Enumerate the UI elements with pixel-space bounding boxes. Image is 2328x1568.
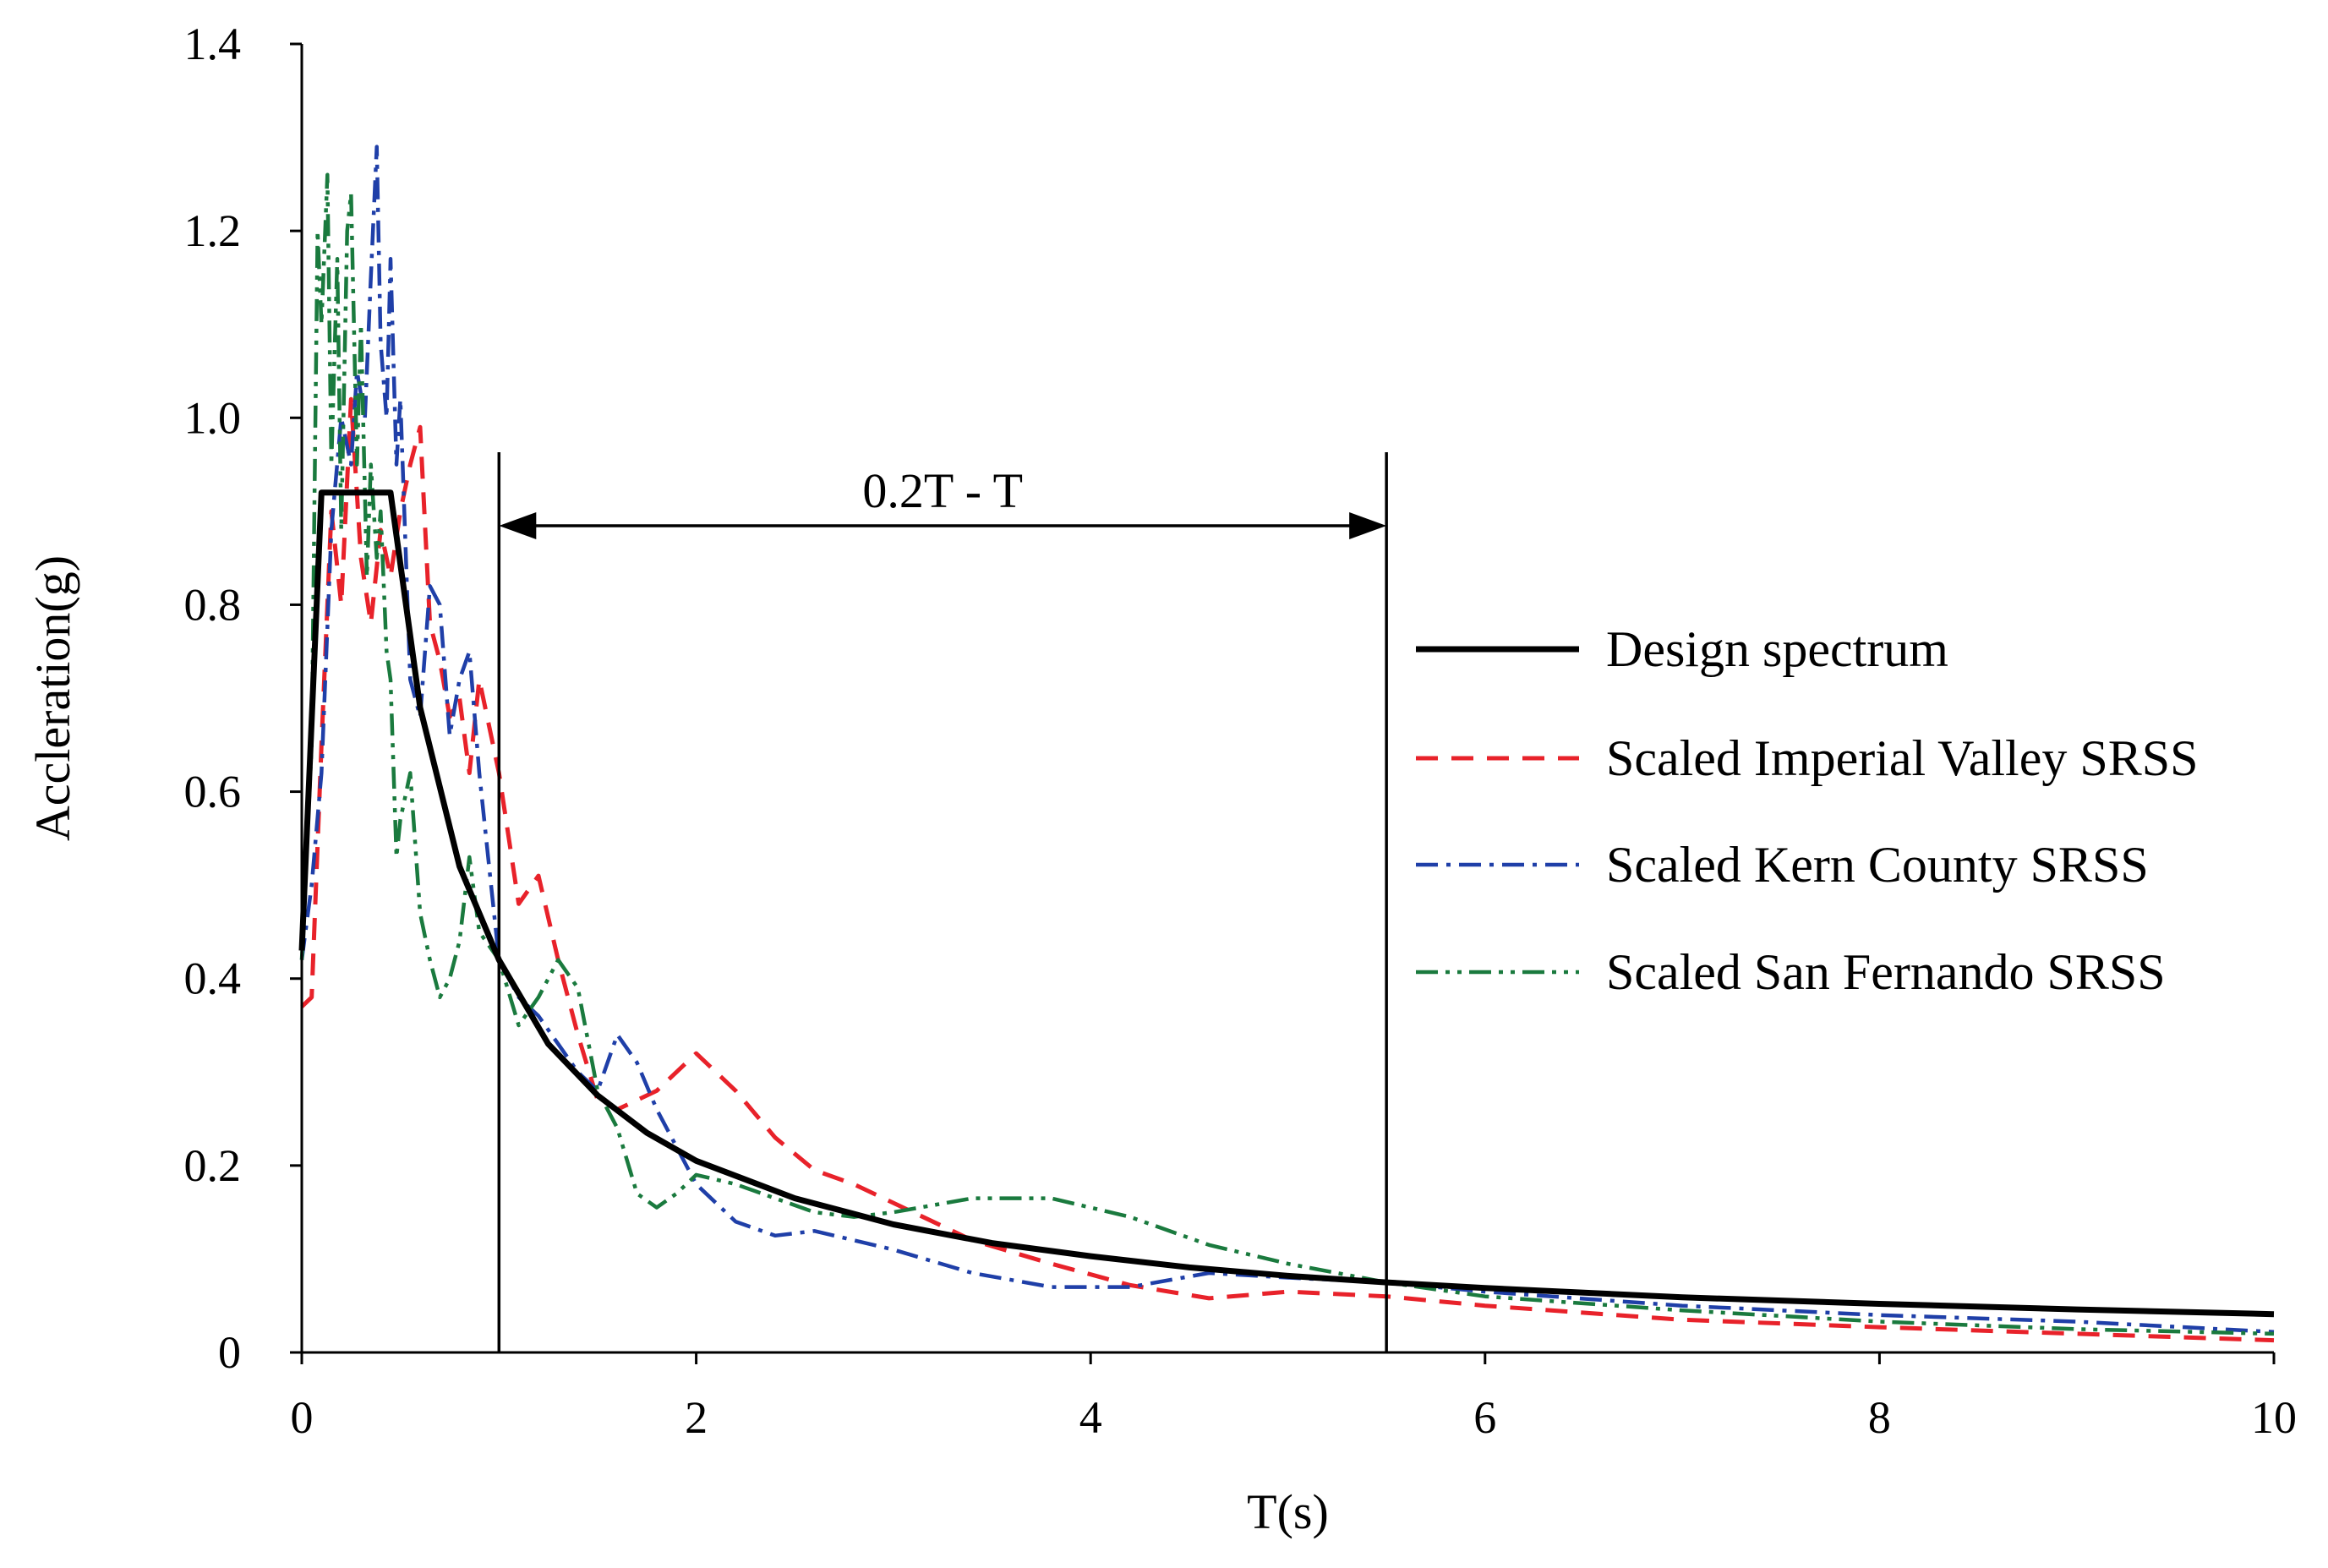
range-label: 0.2T - T — [862, 463, 1023, 518]
y-tick-label: 1.2 — [184, 205, 242, 256]
x-tick-label: 4 — [1079, 1392, 1102, 1443]
legend: Design spectrum Scaled Imperial Valley SR… — [1416, 621, 2199, 1000]
arrow-left-head — [499, 512, 537, 539]
y-tick-label: 1.4 — [184, 19, 242, 69]
x-tick-label: 6 — [1473, 1392, 1496, 1443]
plot-area — [298, 145, 2275, 1343]
axes: 0 2 4 6 8 10 0 0.2 0.4 0.6 0.8 1.0 1.2 1.4 T(s) Acclera… — [25, 19, 2297, 1539]
legend-label: Scaled San Fernando SRSS — [1606, 944, 2166, 1000]
legend-label: Design spectrum — [1606, 621, 1948, 677]
y-tick-label: 0.6 — [184, 767, 242, 817]
legend-label: Scaled Imperial Valley SRSS — [1606, 730, 2199, 786]
x-tick-label: 0 — [291, 1392, 314, 1443]
x-tick-label: 2 — [685, 1392, 708, 1443]
y-tick-label: 1.0 — [184, 392, 242, 443]
x-tick-label: 8 — [1868, 1392, 1891, 1443]
y-tick-label: 0.8 — [184, 579, 242, 630]
x-axis-title: T(s) — [1247, 1484, 1329, 1539]
annotation: 0.2T - T — [497, 452, 1388, 1352]
arrow-right-head — [1349, 512, 1387, 539]
x-tick-label: 10 — [2251, 1392, 2297, 1443]
series-line-design-spectrum — [298, 489, 2275, 1318]
y-tick-label: 0.4 — [184, 953, 242, 1004]
y-axis-title: Accleration(g) — [25, 555, 80, 841]
y-tick-label: 0.2 — [184, 1140, 242, 1191]
y-tick-label: 0 — [218, 1327, 241, 1378]
legend-label: Scaled Kern County SRSS — [1606, 837, 2149, 893]
